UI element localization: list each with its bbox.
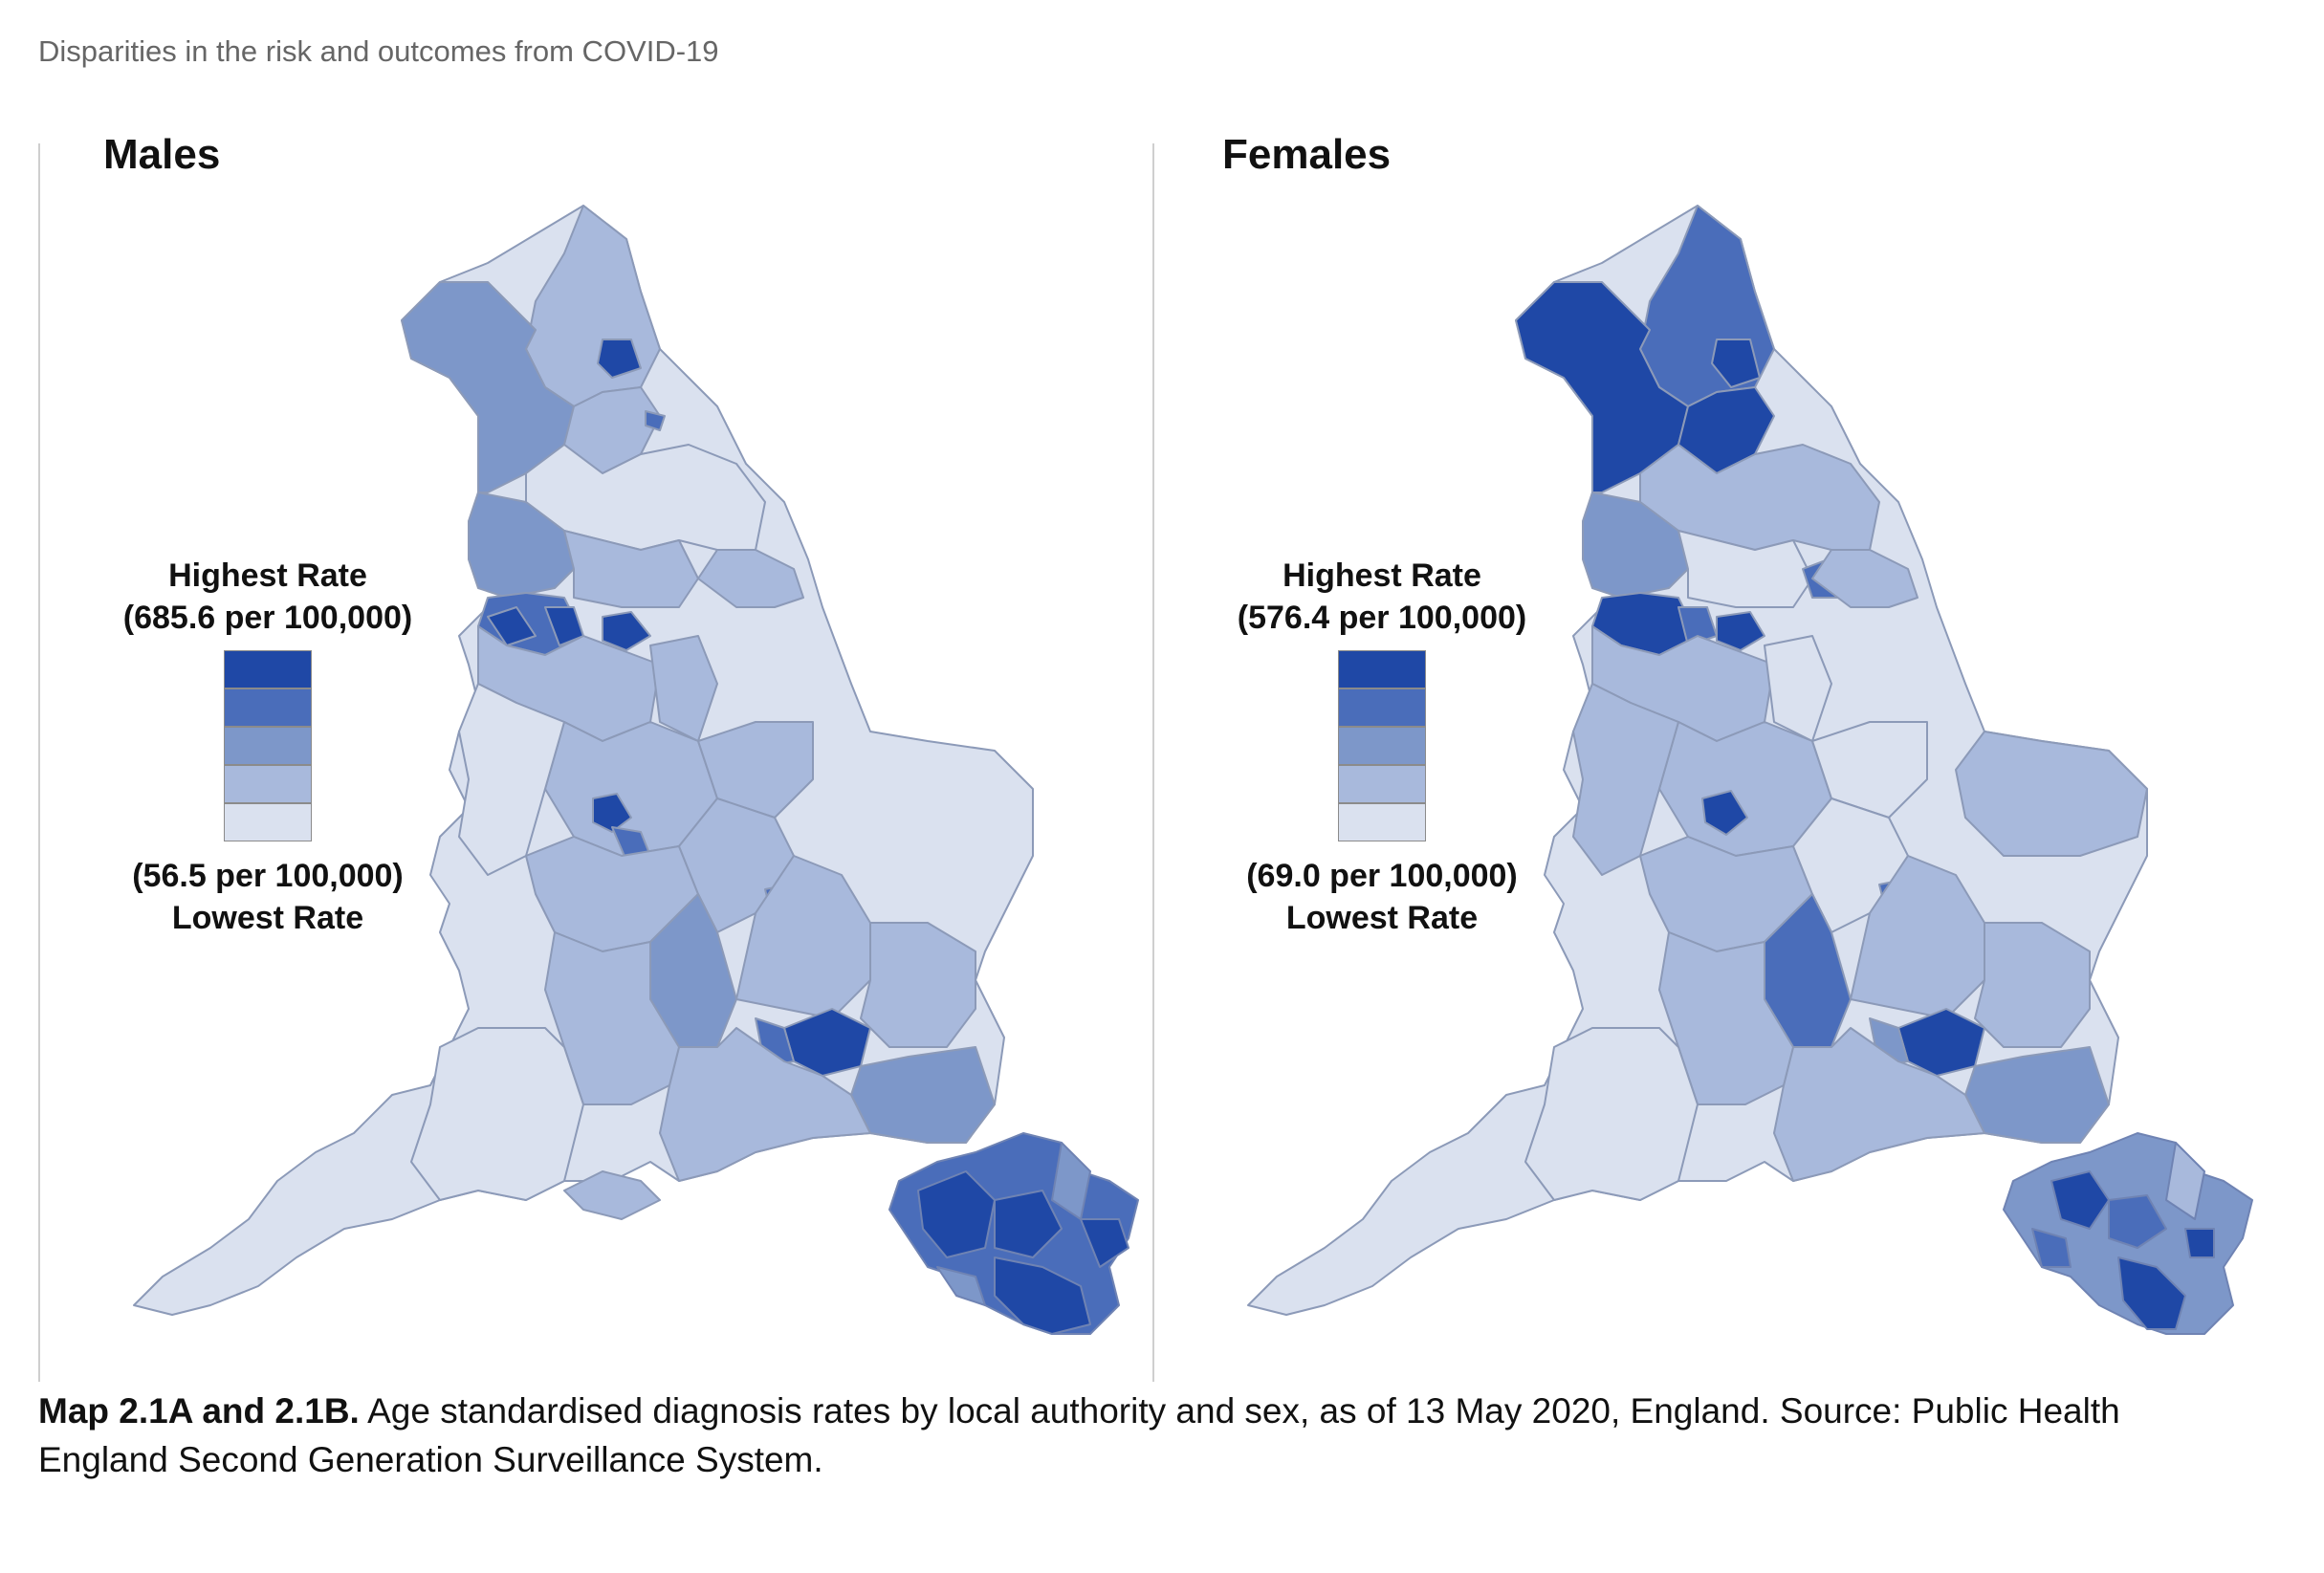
legend-high-value: (576.4 per 100,000) bbox=[1237, 600, 1527, 636]
page-header: Disparities in the risk and outcomes fro… bbox=[38, 34, 719, 68]
legend-swatch bbox=[1338, 688, 1426, 727]
legend-swatch bbox=[224, 803, 312, 841]
males-legend: Highest Rate (685.6 per 100,000) (56.5 p… bbox=[96, 555, 440, 939]
region-tyneside bbox=[597, 339, 642, 379]
region-east-riding bbox=[1811, 549, 1918, 608]
panel-divider bbox=[1152, 143, 1154, 1382]
legend-color-ramp bbox=[1338, 650, 1426, 841]
region-birmingham bbox=[592, 793, 632, 833]
region-cumbria bbox=[1515, 281, 1689, 493]
legend-swatch bbox=[1338, 765, 1426, 803]
legend-low-value: (56.5 per 100,000) bbox=[132, 858, 404, 894]
region-east-riding bbox=[697, 549, 804, 608]
legend-color-ramp bbox=[224, 650, 312, 841]
legend-high-value: (685.6 per 100,000) bbox=[122, 600, 413, 636]
females-legend: Highest Rate (576.4 per 100,000) (69.0 p… bbox=[1210, 555, 1554, 939]
region-cumbria bbox=[401, 281, 575, 493]
legend-swatch bbox=[1338, 650, 1426, 688]
females-map-title: Females bbox=[1222, 131, 1392, 178]
legend-high-label: Highest Rate bbox=[168, 557, 367, 594]
legend-low-label: Lowest Rate bbox=[1285, 900, 1479, 936]
legend-swatch bbox=[224, 650, 312, 688]
males-england-map bbox=[133, 205, 1139, 1335]
region-birmingham bbox=[1701, 790, 1748, 836]
region-manchester bbox=[487, 606, 537, 646]
legend-swatch bbox=[224, 727, 312, 765]
females-england-map bbox=[1247, 205, 2253, 1335]
males-map-title: Males bbox=[103, 131, 221, 178]
legend-swatch bbox=[1338, 727, 1426, 765]
legend-swatch bbox=[1338, 803, 1426, 841]
caption-label: Map 2.1A and 2.1B. bbox=[38, 1391, 360, 1431]
legend-swatch bbox=[224, 688, 312, 727]
legend-low-value: (69.0 per 100,000) bbox=[1246, 858, 1518, 894]
figure-caption: Map 2.1A and 2.1B. Age standardised diag… bbox=[38, 1387, 2190, 1484]
caption-text: Age standardised diagnosis rates by loca… bbox=[38, 1391, 2120, 1479]
legend-low-label: Lowest Rate bbox=[171, 900, 364, 936]
legend-high-label: Highest Rate bbox=[1283, 557, 1481, 594]
legend-swatch bbox=[224, 765, 312, 803]
left-border-line bbox=[38, 143, 40, 1382]
